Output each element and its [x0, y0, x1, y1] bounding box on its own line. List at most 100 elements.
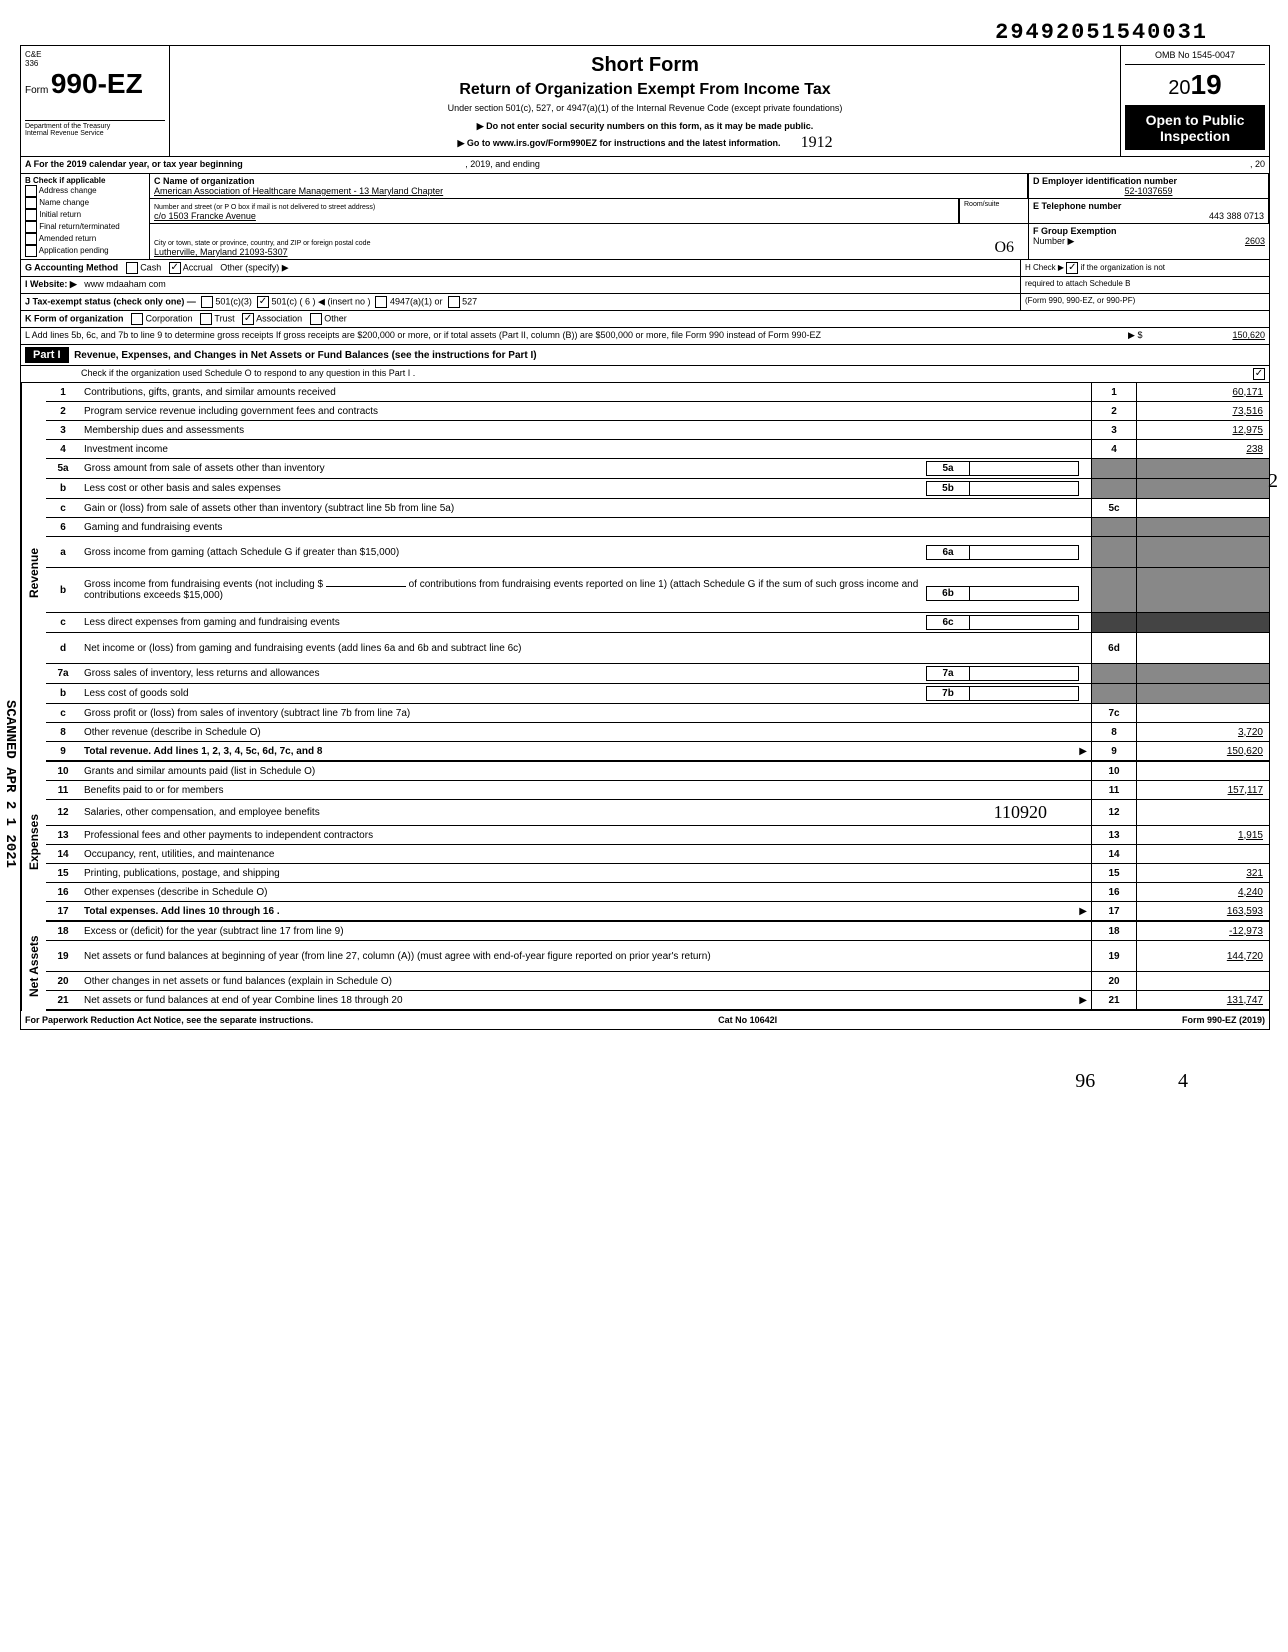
expenses-side-label: Expenses	[21, 762, 46, 922]
street-label: Number and street (or P O box if mail is…	[154, 204, 375, 211]
line-amt: 144,720	[1137, 941, 1269, 971]
section-b: B Check if applicable Address change Nam…	[21, 174, 150, 259]
line-desc: Gain or (loss) from sale of assets other…	[80, 501, 1091, 516]
checkbox-final-return[interactable]	[25, 221, 37, 233]
checkbox-schedule-o-part1[interactable]: ✓	[1253, 368, 1265, 380]
checkbox-name-change[interactable]	[25, 197, 37, 209]
line-box-shaded	[1091, 664, 1137, 683]
website-value: www mdaaham com	[84, 279, 166, 289]
other-specify-label: Other (specify) ▶	[220, 262, 288, 272]
line-box: 21	[1091, 991, 1137, 1009]
line-num: b	[46, 686, 80, 701]
line-amt: 12,975	[1137, 421, 1269, 439]
checkbox-501c3[interactable]	[201, 296, 213, 308]
line-box: 14	[1091, 845, 1137, 863]
line-num: 8	[46, 725, 80, 740]
line-box: 7c	[1091, 704, 1137, 722]
line-box-shaded	[1091, 684, 1137, 703]
section-f-numlabel: Number ▶	[1033, 236, 1074, 246]
checkbox-501c[interactable]: ✓	[257, 296, 269, 308]
form-footer: For Paperwork Reduction Act Notice, see …	[21, 1011, 1269, 1029]
line-num: c	[46, 706, 80, 721]
room-suite-label: Room/suite	[959, 199, 1028, 223]
line-desc: Excess or (deficit) for the year (subtra…	[80, 924, 1091, 939]
line-box: 6d	[1091, 633, 1137, 663]
section-k-row: K Form of organization Corporation Trust…	[21, 311, 1269, 328]
form-header: C&E336 Form 990-EZ Department of the Tre…	[21, 46, 1269, 157]
identity-block: B Check if applicable Address change Nam…	[21, 174, 1269, 260]
header-right: OMB No 1545-0047 2019 Open to Public Ins…	[1121, 46, 1269, 156]
checkbox-schedule-b[interactable]: ✓	[1066, 262, 1078, 274]
line-num: 5a	[46, 461, 80, 476]
line-num: 9	[46, 744, 80, 759]
section-d-label: D Employer identification number	[1033, 176, 1177, 186]
part1-check-text: Check if the organization used Schedule …	[81, 368, 415, 378]
line-num: 7a	[46, 666, 80, 681]
form-990ez: C&E336 Form 990-EZ Department of the Tre…	[20, 45, 1270, 1030]
open-to-public: Open to Public Inspection	[1125, 106, 1265, 150]
checkbox-amended[interactable]	[25, 233, 37, 245]
line-desc: Benefits paid to or for members	[80, 783, 1091, 798]
line-desc: Net income or (loss) from gaming and fun…	[80, 641, 1091, 656]
irs-label: Internal Revenue Service	[25, 130, 165, 137]
line-amt-shaded	[1137, 479, 1269, 498]
line-amt-shaded	[1137, 459, 1269, 478]
stamp-1912: 1912	[801, 134, 833, 152]
hand-4: 4	[1178, 1070, 1188, 1092]
hand-96: 96	[1075, 1070, 1095, 1092]
netassets-side-label: Net Assets	[21, 922, 46, 1011]
checkbox-4947[interactable]	[375, 296, 387, 308]
line-desc: Grants and similar amounts paid (list in…	[80, 764, 1091, 779]
checkbox-assoc[interactable]: ✓	[242, 313, 254, 325]
section-gh-row: G Accounting Method Cash ✓ Accrual Other…	[21, 260, 1269, 277]
line-box: 18	[1091, 922, 1137, 940]
accrual-label: Accrual	[183, 262, 213, 272]
line-desc: Less cost or other basis and sales expen…	[84, 483, 281, 494]
section-a-label: A For the 2019 calendar year, or tax yea…	[25, 159, 243, 169]
cb-label: Application pending	[39, 246, 109, 255]
revenue-section: Revenue 1Contributions, gifts, grants, a…	[21, 383, 1269, 762]
header-left: C&E336 Form 990-EZ Department of the Tre…	[21, 46, 170, 156]
arrow-icon: ▶	[1079, 746, 1087, 757]
line-num: 1	[46, 385, 80, 400]
checkbox-app-pending[interactable]	[25, 245, 37, 257]
line-desc: Investment income	[80, 442, 1091, 457]
checkbox-accrual[interactable]: ✓	[169, 262, 181, 274]
line-amt-shaded	[1137, 568, 1269, 612]
line-num: a	[46, 545, 80, 560]
checkbox-address-change[interactable]	[25, 185, 37, 197]
line-num: 10	[46, 764, 80, 779]
cb-label: Name change	[39, 198, 89, 207]
checkbox-trust[interactable]	[200, 313, 212, 325]
line-num: 15	[46, 866, 80, 881]
arrow-icon: ▶	[1079, 906, 1087, 917]
line-desc: Printing, publications, postage, and shi…	[80, 866, 1091, 881]
section-h-text3: required to attach Schedule B	[1025, 279, 1130, 288]
line-num: 18	[46, 924, 80, 939]
form-prefix: Form	[25, 85, 48, 96]
line-desc: Less cost of goods sold	[84, 688, 189, 699]
section-def: D Employer identification number 52-1037…	[1028, 174, 1269, 259]
checkbox-527[interactable]	[448, 296, 460, 308]
net-assets-section: Net Assets 18Excess or (deficit) for the…	[21, 922, 1269, 1011]
header-goto: ▶ Go to www.irs.gov/Form990EZ for instru…	[457, 138, 780, 149]
checkbox-other-org[interactable]	[310, 313, 322, 325]
checkbox-cash[interactable]	[126, 262, 138, 274]
checkbox-corp[interactable]	[131, 313, 143, 325]
line-amt: 73,516	[1137, 402, 1269, 420]
line-num: b	[46, 583, 80, 598]
line-box: 9	[1091, 742, 1137, 760]
line-box: 13	[1091, 826, 1137, 844]
line-num: 17	[46, 904, 80, 919]
line-desc: Total revenue. Add lines 1, 2, 3, 4, 5c,…	[84, 746, 322, 757]
group-exemption-value: 2603	[1245, 236, 1265, 246]
part1-header-row: Part I Revenue, Expenses, and Changes in…	[21, 345, 1269, 366]
section-a-row: A For the 2019 calendar year, or tax yea…	[21, 157, 1269, 174]
section-f-label: F Group Exemption	[1033, 226, 1117, 236]
section-e-label: E Telephone number	[1033, 201, 1121, 211]
sub-box: 6b	[926, 586, 970, 601]
arrow-icon: ▶	[1079, 995, 1087, 1006]
sub-amt	[970, 481, 1079, 496]
checkbox-initial-return[interactable]	[25, 209, 37, 221]
sub-amt	[970, 461, 1079, 476]
